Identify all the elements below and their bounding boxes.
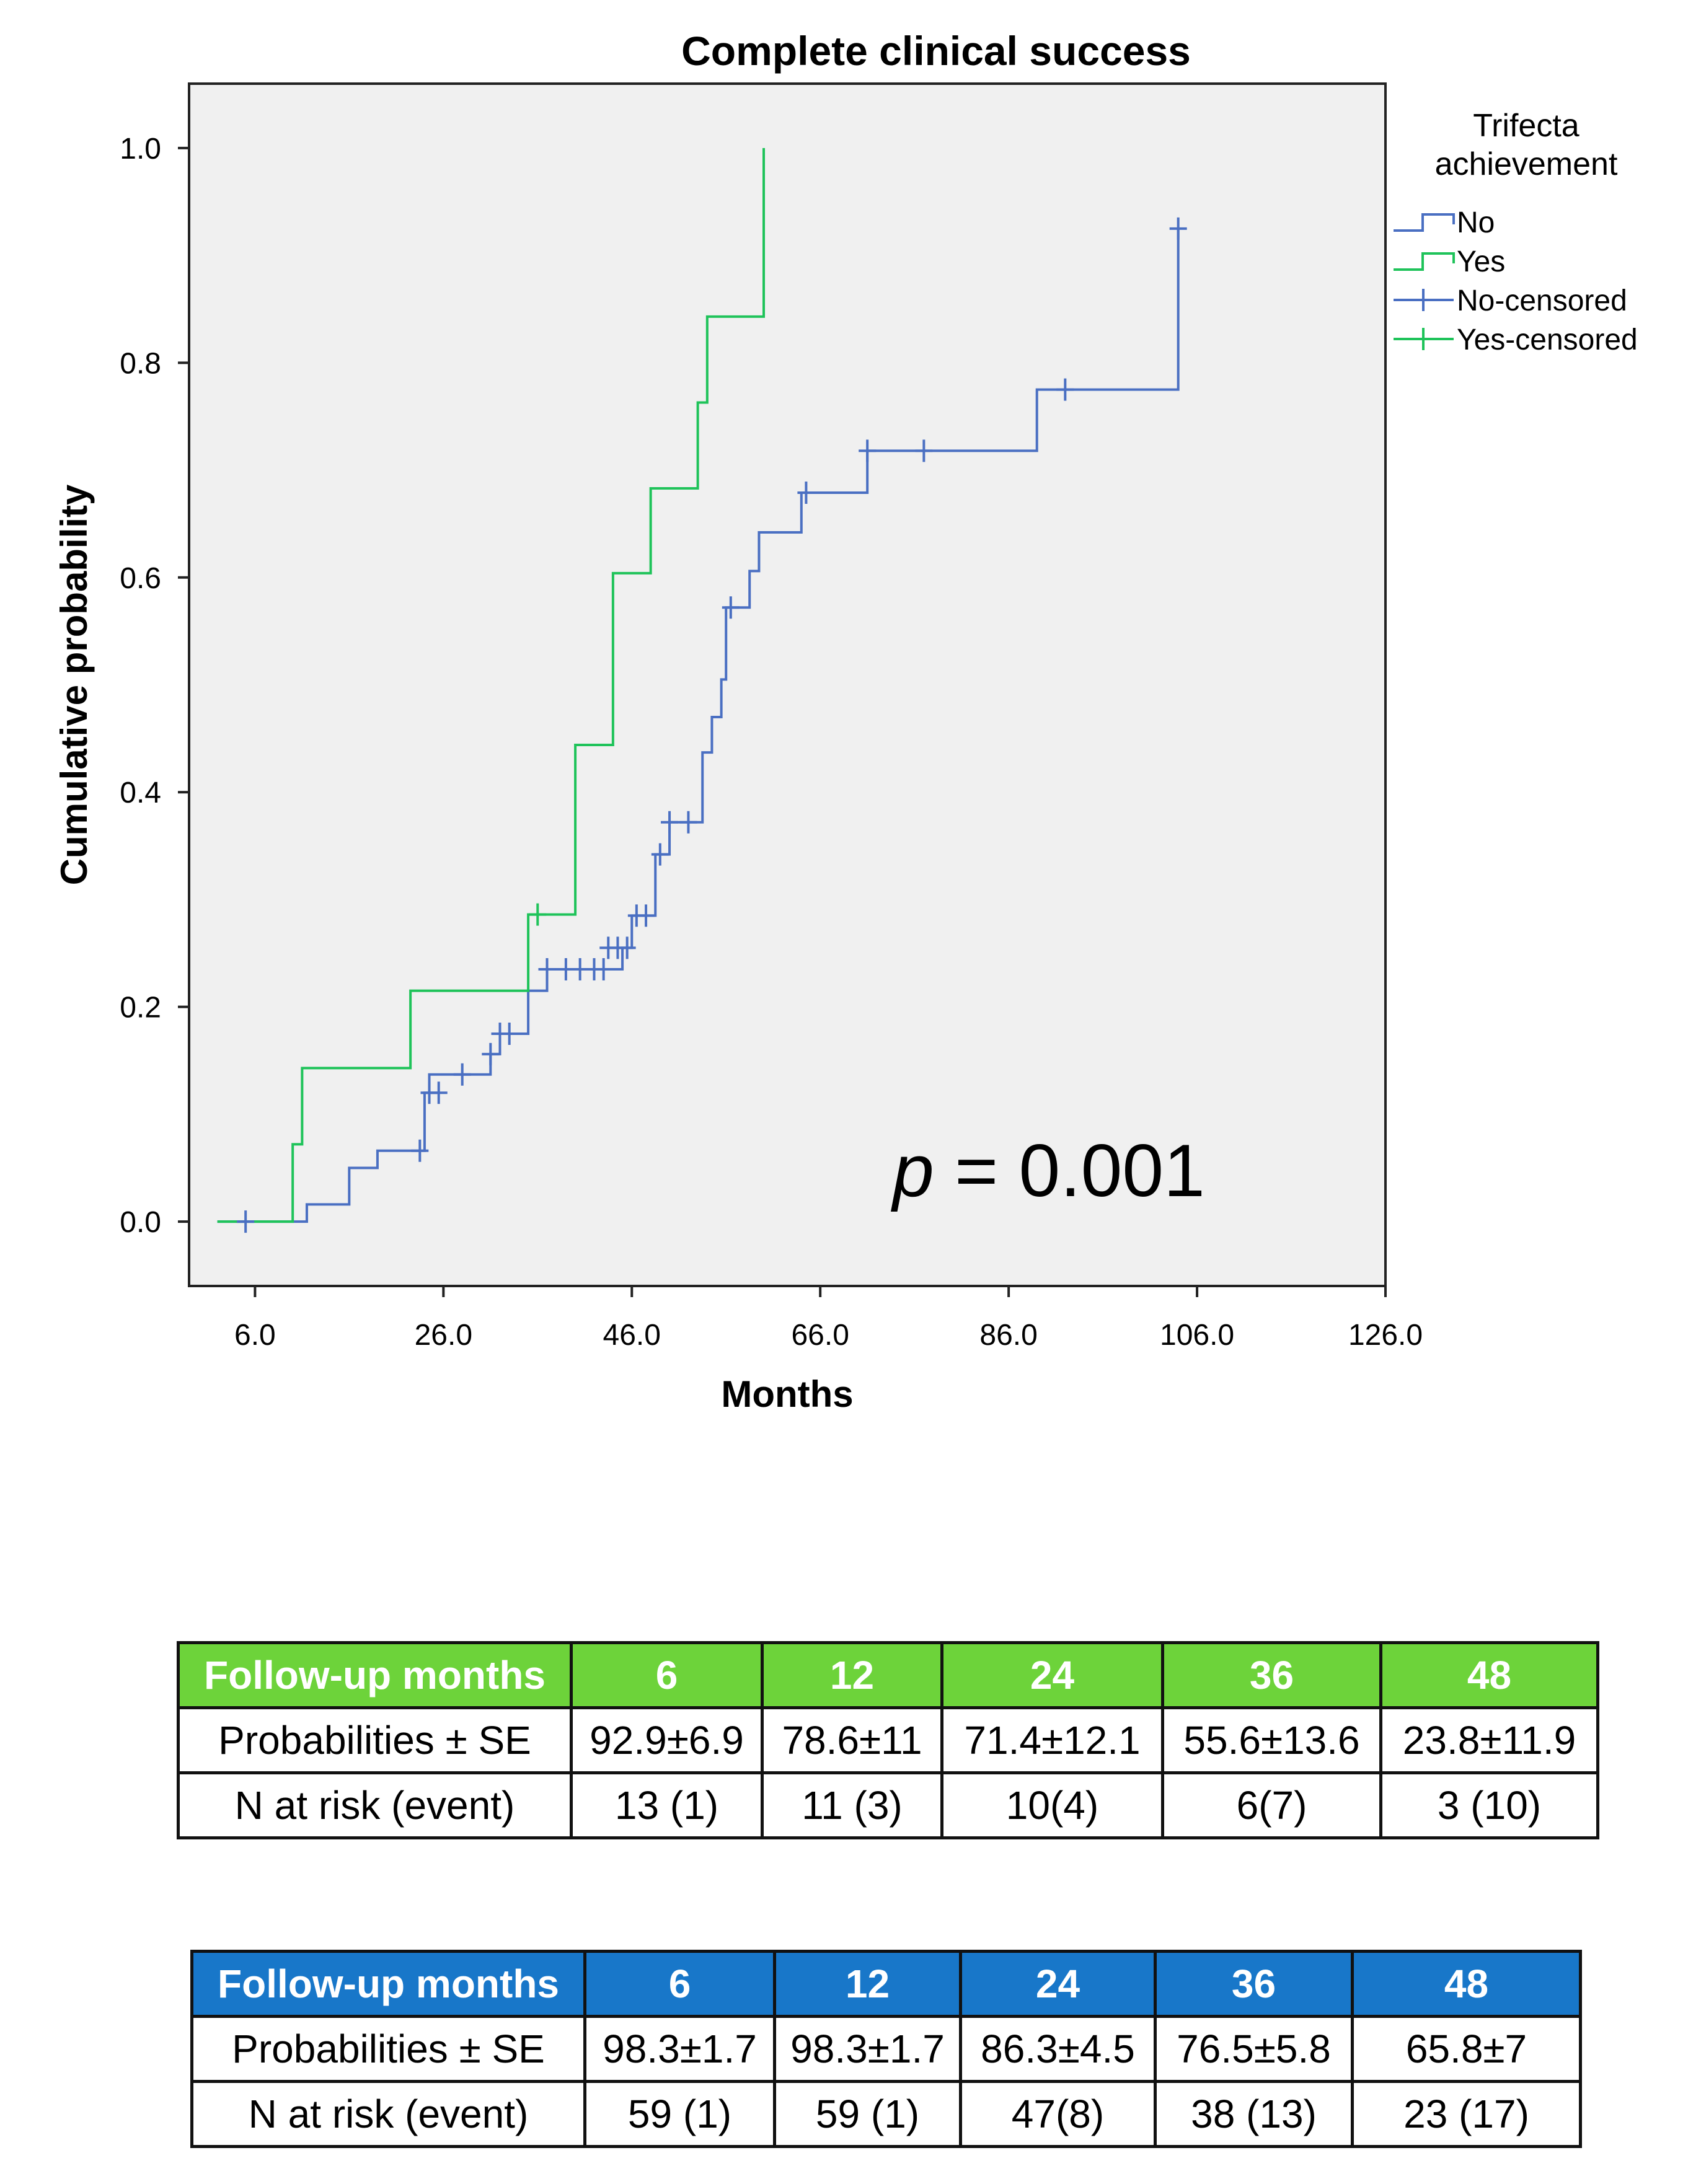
table-cell: 55.6±13.6	[1161, 1706, 1382, 1774]
x-tick-label: 46.0	[603, 1319, 661, 1352]
x-tick-label: 6.0	[234, 1319, 276, 1352]
censor-mark-no	[237, 1210, 255, 1233]
table-cell: 3 (10)	[1379, 1771, 1599, 1839]
header-cell: 6	[583, 1950, 776, 2018]
table-row: N at risk (event) 13 (1) 11 (3) 10(4) 6(…	[177, 1771, 1599, 1839]
km-chart: Complete clinical success 6.0 26.0 46.0 66.…	[53, 28, 1638, 1415]
table-cell: 59 (1)	[773, 2080, 962, 2148]
table-cell: 92.9±6.9	[570, 1706, 764, 1774]
chart-title: Complete clinical success	[681, 28, 1191, 74]
y-tick-label: 0.6	[120, 562, 161, 595]
table-cell: 38 (13)	[1154, 2080, 1354, 2148]
table-cell: 6(7)	[1161, 1771, 1382, 1839]
censor-mark-no	[797, 481, 815, 504]
header-cell: 12	[761, 1641, 943, 1709]
legend-label: Yes-censored	[1457, 324, 1638, 356]
censor-mark-no	[538, 958, 556, 981]
p-value: = 0.001	[934, 1129, 1205, 1212]
legend-title-line2: achievement	[1435, 146, 1618, 182]
x-tick-label: 26.0	[415, 1319, 472, 1352]
censor-mark-no	[722, 596, 740, 619]
header-cell: 48	[1379, 1641, 1599, 1709]
header-cell: 24	[959, 1950, 1157, 2018]
x-tick-label: 66.0	[791, 1319, 849, 1352]
table-cell: 13 (1)	[570, 1771, 764, 1839]
legend: Trifecta achievement No Yes No-censored Yes…	[1394, 108, 1638, 356]
x-tick-label: 106.0	[1160, 1319, 1234, 1352]
legend-label: No	[1457, 206, 1495, 239]
table-cell: 98.3±1.7	[773, 2015, 962, 2083]
x-tick-label: 126.0	[1348, 1319, 1423, 1352]
table-cell: 78.6±11	[761, 1706, 943, 1774]
y-tick-label: 1.0	[120, 133, 161, 165]
table-cell: 65.8±7	[1351, 2015, 1582, 2083]
table-header-row: Follow-up months 6 12 24 36 48	[190, 1950, 1582, 2018]
censor-mark-no	[453, 1063, 471, 1086]
y-tick-label: 0.0	[120, 1206, 161, 1239]
x-axis-label: Months	[721, 1373, 853, 1415]
row-label: N at risk (event)	[177, 1771, 573, 1839]
table-row: Probabilities ± SE 92.9±6.9 78.6±11 71.4…	[177, 1706, 1599, 1774]
series-line-yes	[217, 148, 766, 1223]
censor-mark-no	[915, 439, 933, 462]
censor-mark-no	[500, 1022, 518, 1045]
table-cell: 11 (3)	[761, 1771, 943, 1839]
table-row: N at risk (event) 59 (1) 59 (1) 47(8) 38…	[190, 2080, 1582, 2148]
table-cell: 23 (17)	[1351, 2080, 1582, 2148]
header-cell: Follow-up months	[190, 1950, 586, 2018]
censor-mark-no	[430, 1081, 448, 1104]
x-tick-label: 86.0	[979, 1319, 1037, 1352]
y-axis-label: Cumulative probability	[53, 484, 95, 885]
p-symbol: p	[891, 1129, 934, 1212]
censor-mark-no	[411, 1139, 429, 1162]
legend-label: No-censored	[1457, 284, 1627, 317]
survival-table-yes: Follow-up months 6 12 24 36 48 Probabili…	[177, 1641, 1599, 1839]
table-cell: 10(4)	[940, 1771, 1164, 1839]
y-tick-label: 0.2	[120, 992, 161, 1024]
legend-swatch-step	[1394, 213, 1455, 232]
header-cell: 48	[1351, 1950, 1582, 2018]
censor-mark-no	[482, 1042, 500, 1065]
plot-area	[188, 82, 1387, 1287]
legend-swatch-step	[1394, 252, 1455, 271]
table-cell: 86.3±4.5	[959, 2015, 1157, 2083]
censor-mark-yes	[529, 903, 547, 926]
censor-mark-no	[651, 843, 669, 866]
header-cell: Follow-up months	[177, 1641, 573, 1709]
legend-label: Yes	[1457, 245, 1505, 278]
censor-mark-no	[679, 811, 697, 834]
table-cell: 59 (1)	[583, 2080, 776, 2148]
y-tick-label: 0.8	[120, 347, 161, 380]
legend-swatch-censored	[1394, 289, 1454, 311]
table-cell: 98.3±1.7	[583, 2015, 776, 2083]
row-label: N at risk (event)	[190, 2080, 586, 2148]
p-value-annotation: p = 0.001	[891, 1129, 1205, 1212]
row-label: Probabilities ± SE	[177, 1706, 573, 1774]
censor-mark-no	[618, 936, 636, 959]
censor-mark-no	[661, 811, 679, 834]
censor-mark-no	[1056, 378, 1074, 401]
censor-mark-no	[594, 958, 612, 981]
table-header-row: Follow-up months 6 12 24 36 48	[177, 1641, 1599, 1709]
header-cell: 24	[940, 1641, 1164, 1709]
table-row: Probabilities ± SE 98.3±1.7 98.3±1.7 86.…	[190, 2015, 1582, 2083]
header-cell: 36	[1161, 1641, 1382, 1709]
survival-table-no: Follow-up months 6 12 24 36 48 Probabili…	[190, 1950, 1582, 2148]
table-cell: 71.4±12.1	[940, 1706, 1164, 1774]
header-cell: 36	[1154, 1950, 1354, 2018]
y-tick-label: 0.4	[120, 777, 161, 809]
table-cell: 76.5±5.8	[1154, 2015, 1354, 2083]
table-cell: 47(8)	[959, 2080, 1157, 2148]
censor-mark-no	[859, 439, 877, 462]
censor-mark-no	[637, 904, 655, 927]
censor-mark-no	[1169, 217, 1187, 240]
table-cell: 23.8±11.9	[1379, 1706, 1599, 1774]
legend-swatch-censored	[1394, 328, 1454, 350]
header-cell: 12	[773, 1950, 962, 2018]
row-label: Probabilities ± SE	[190, 2015, 586, 2083]
header-cell: 6	[570, 1641, 764, 1709]
legend-title-line1: Trifecta	[1473, 108, 1580, 144]
